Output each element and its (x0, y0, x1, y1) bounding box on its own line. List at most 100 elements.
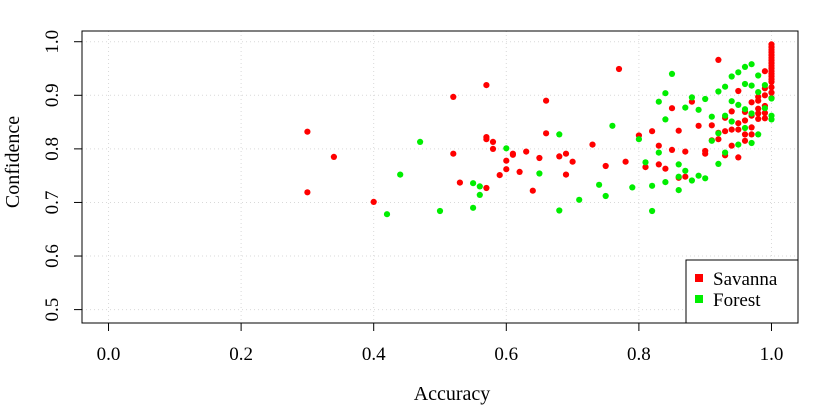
y-tick-label-5: 1.0 (42, 30, 63, 54)
point-savanna-67 (748, 99, 755, 106)
x-tick-label-1: 0.2 (229, 344, 253, 365)
point-savanna-27 (569, 158, 576, 165)
x-tick-label-3: 0.6 (494, 344, 518, 365)
point-forest-21 (655, 149, 662, 156)
legend-box (685, 259, 799, 324)
point-forest-56 (748, 61, 755, 68)
point-forest-46 (728, 73, 735, 80)
point-savanna-4 (450, 93, 457, 100)
point-forest-33 (688, 177, 696, 184)
point-savanna-55 (722, 128, 729, 135)
point-savanna-9 (483, 136, 490, 143)
point-savanna-72 (755, 105, 762, 112)
x-tick-label-5: 1.0 (760, 344, 784, 365)
point-savanna-2 (330, 153, 337, 160)
point-forest-20 (649, 207, 656, 215)
point-forest-7 (476, 191, 483, 198)
point-forest-22 (655, 98, 662, 105)
point-forest-0 (383, 211, 391, 218)
legend-marker-savanna (695, 274, 703, 282)
point-savanna-7 (483, 82, 490, 89)
point-forest-60 (755, 72, 762, 79)
point-savanna-36 (655, 161, 662, 168)
point-savanna-47 (702, 150, 709, 157)
y-tick-label-1: 0.6 (42, 244, 63, 268)
point-forest-38 (708, 113, 715, 120)
point-forest-34 (695, 106, 702, 113)
point-forest-17 (635, 136, 643, 143)
point-forest-48 (728, 118, 735, 125)
point-savanna-37 (662, 165, 669, 172)
data-points (304, 41, 775, 218)
point-forest-25 (662, 179, 669, 186)
point-savanna-66 (741, 131, 749, 138)
point-forest-12 (576, 196, 583, 203)
point-forest-59 (748, 139, 755, 147)
point-forest-30 (682, 104, 689, 111)
point-forest-43 (722, 83, 729, 90)
x-axis-title: Accuracy (414, 383, 491, 405)
point-forest-51 (735, 141, 742, 148)
point-forest-32 (688, 94, 696, 101)
point-forest-55 (741, 124, 749, 132)
point-savanna-78 (761, 109, 769, 117)
point-forest-57 (748, 82, 755, 89)
x-tick-label-0: 0.0 (97, 344, 121, 365)
point-savanna-75 (755, 93, 762, 100)
legend-label-forest: Forest (713, 290, 761, 311)
point-forest-28 (675, 173, 682, 180)
legend-label-savanna: Savanna (713, 269, 778, 290)
point-savanna-31 (622, 158, 629, 165)
point-forest-49 (735, 69, 742, 76)
point-savanna-44 (688, 98, 696, 105)
y-tick-label-0: 0.5 (42, 298, 63, 322)
point-savanna-41 (675, 127, 682, 134)
point-savanna-6 (456, 179, 463, 186)
point-savanna-96 (768, 78, 775, 85)
point-savanna-35 (655, 142, 662, 149)
point-savanna-23 (543, 130, 550, 137)
point-savanna-50 (715, 56, 722, 64)
point-savanna-28 (589, 141, 596, 148)
point-forest-36 (702, 95, 709, 103)
point-savanna-3 (370, 198, 377, 205)
point-savanna-65 (741, 137, 749, 144)
point-savanna-39 (668, 146, 676, 153)
point-forest-5 (470, 180, 477, 187)
point-savanna-60 (735, 126, 742, 133)
point-forest-24 (662, 116, 669, 123)
point-forest-15 (609, 122, 616, 129)
point-savanna-79 (761, 115, 769, 122)
point-savanna-45 (695, 122, 702, 129)
point-forest-16 (629, 184, 636, 191)
point-savanna-18 (516, 168, 523, 175)
point-savanna-52 (715, 136, 722, 143)
point-forest-3 (436, 207, 444, 215)
point-forest-11 (556, 207, 563, 214)
point-forest-23 (662, 90, 669, 97)
point-savanna-76 (761, 92, 769, 99)
point-savanna-0 (304, 128, 311, 135)
point-savanna-12 (489, 138, 497, 145)
point-forest-39 (708, 137, 715, 144)
point-forest-63 (761, 82, 769, 89)
point-savanna-43 (682, 173, 689, 180)
point-forest-35 (695, 172, 702, 179)
point-savanna-56 (728, 108, 735, 115)
point-savanna-13 (496, 172, 503, 179)
point-savanna-26 (562, 171, 570, 178)
y-tick-label-2: 0.7 (42, 191, 63, 215)
point-savanna-48 (708, 122, 715, 129)
point-forest-40 (715, 88, 722, 95)
y-axis-title: Confidence (2, 116, 24, 208)
point-forest-52 (741, 63, 749, 70)
point-forest-67 (768, 116, 775, 123)
point-savanna-10 (483, 184, 490, 192)
point-forest-10 (556, 131, 563, 138)
point-savanna-69 (748, 124, 755, 131)
point-savanna-57 (728, 126, 735, 133)
point-savanna-38 (668, 105, 676, 112)
point-savanna-58 (728, 142, 735, 149)
point-savanna-21 (536, 154, 543, 162)
y-tick-label-4: 0.9 (42, 83, 63, 107)
